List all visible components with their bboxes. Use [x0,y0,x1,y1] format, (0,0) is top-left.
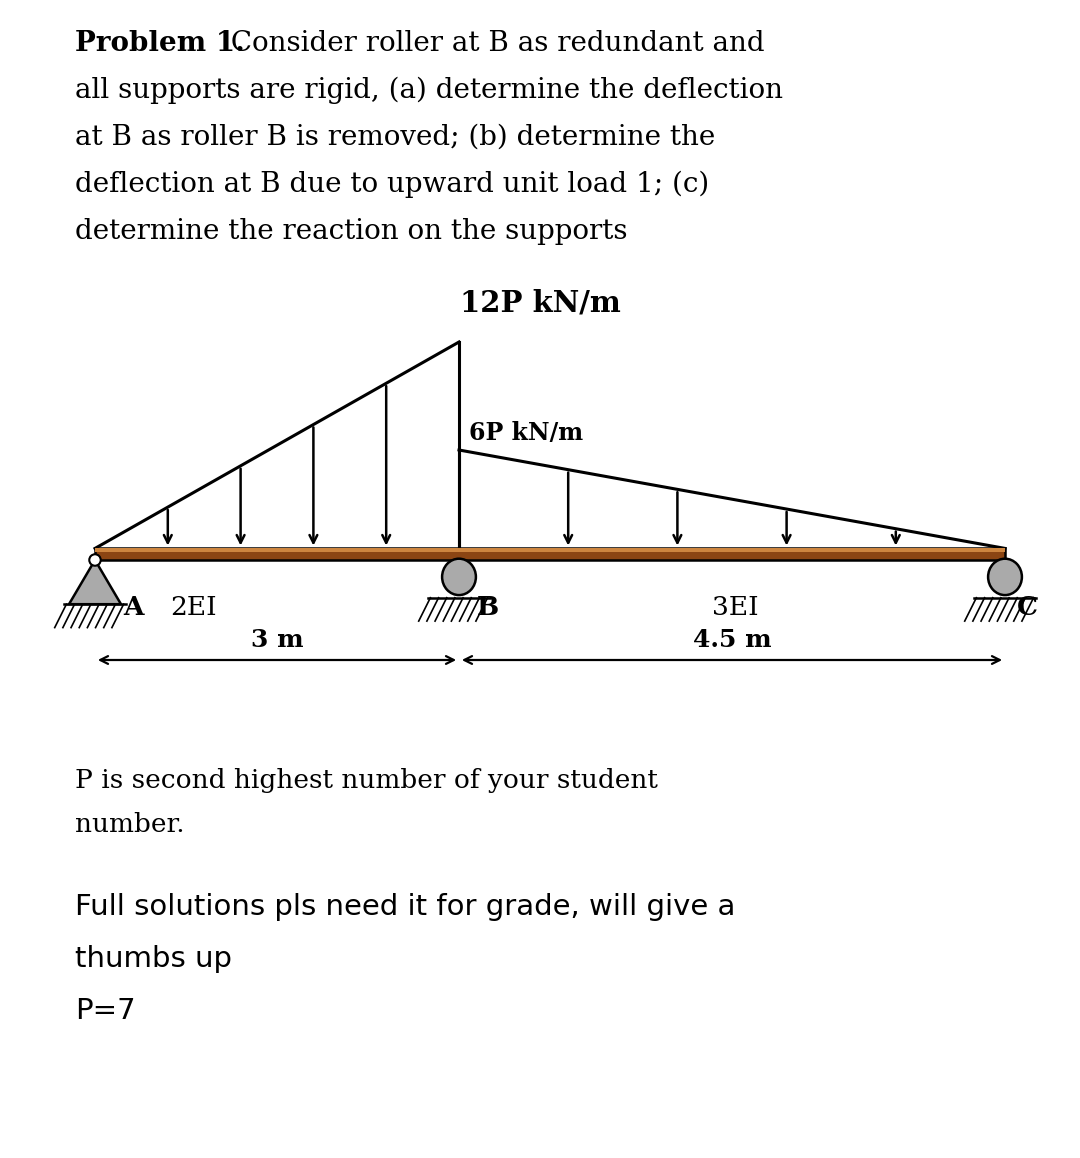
Circle shape [90,555,100,566]
Text: P=7: P=7 [75,997,136,1025]
Polygon shape [95,549,1005,560]
Text: Full solutions pls need it for grade, will give a: Full solutions pls need it for grade, wi… [75,893,735,921]
Polygon shape [69,560,121,604]
Text: C: C [1017,595,1038,620]
Text: all supports are rigid, (a) determine the deflection: all supports are rigid, (a) determine th… [75,76,783,104]
Text: A: A [123,595,144,620]
Text: Consider roller at B as redundant and: Consider roller at B as redundant and [222,30,765,57]
Text: 6P kN/m: 6P kN/m [469,422,583,445]
Text: P is second highest number of your student: P is second highest number of your stude… [75,768,658,793]
Text: Problem 1.: Problem 1. [75,30,245,57]
Text: number.: number. [75,812,185,837]
Text: 12P kN/m: 12P kN/m [460,290,620,318]
Polygon shape [95,549,1005,552]
Text: 2EI: 2EI [170,595,217,620]
Text: B: B [477,595,499,620]
Ellipse shape [988,558,1022,595]
Text: deflection at B due to upward unit load 1; (c): deflection at B due to upward unit load … [75,171,710,198]
Ellipse shape [442,558,476,595]
Text: 3 m: 3 m [251,628,303,652]
Text: at B as roller B is removed; (b) determine the: at B as roller B is removed; (b) determi… [75,124,715,151]
Text: 4.5 m: 4.5 m [692,628,771,652]
Text: 3EI: 3EI [712,595,758,620]
Text: thumbs up: thumbs up [75,945,232,973]
Text: determine the reaction on the supports: determine the reaction on the supports [75,218,627,245]
